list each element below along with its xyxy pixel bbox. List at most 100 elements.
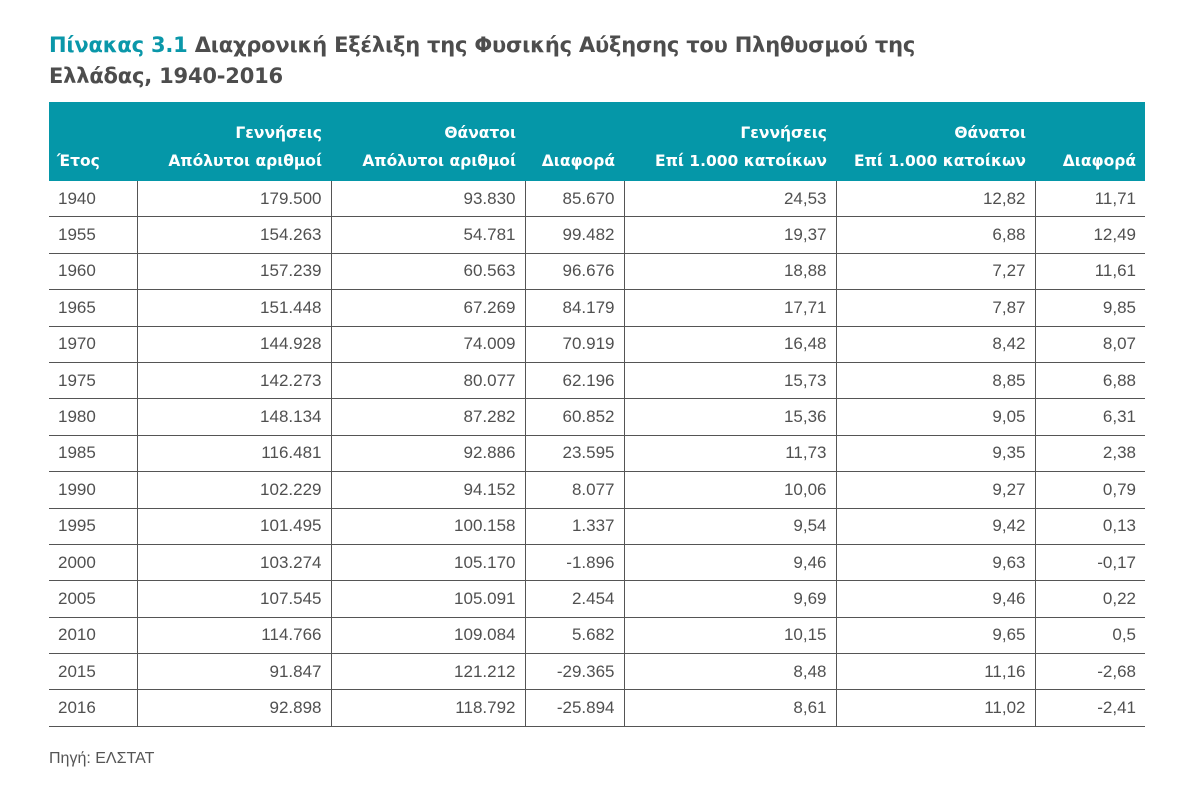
header-cell-births-per-1000: Επί 1.000 κατοίκων [624,144,836,181]
cell-difference-absolute: 85.670 [524,181,624,218]
cell-difference-absolute: 99.482 [524,216,624,254]
cell-year: 1980 [49,398,137,436]
cell-year: 2000 [49,544,137,582]
cell-difference-per-1000: 6,88 [1034,362,1145,400]
cell-births-per-1000: 19,37 [623,216,836,254]
cell-deaths-per-1000: 12,82 [835,181,1035,218]
table-row: 1955 154.263 54.781 99.482 19,37 6,88 12,49 [49,216,1145,254]
header-cell-deaths-rate: Θάνατοι [836,102,1035,144]
table-row: 2000 103.274 105.170 -1.896 9,46 9,63 -0,17 [49,544,1145,582]
table-row: 1980 148.134 87.282 60.852 15,36 9,05 6,31 [49,398,1145,436]
cell-births-absolute: 151.448 [136,289,331,327]
cell-difference-per-1000: 9,85 [1034,289,1145,327]
cell-difference-per-1000: 0,5 [1034,617,1145,655]
header-cell-deaths: Θάνατοι [331,102,525,144]
header-cell-births: Γεννήσεις [137,102,331,144]
cell-year: 2010 [49,617,137,655]
header-cell-year: Έτος [49,144,137,181]
cell-births-per-1000: 11,73 [623,435,836,473]
header-cell-difference-absolute: Διαφορά [525,144,624,181]
cell-year: 1975 [49,362,137,400]
cell-deaths-absolute: 109.084 [330,617,525,655]
cell-births-per-1000: 18,88 [623,253,836,291]
cell-difference-per-1000: 11,61 [1034,253,1145,291]
cell-difference-per-1000: 11,71 [1034,181,1145,218]
cell-deaths-absolute: 67.269 [330,289,525,327]
table-row: 1960 157.239 60.563 96.676 18,88 7,27 11,61 [49,253,1145,291]
header-cell-deaths-absolute: Απόλυτοι αριθμοί [331,144,525,181]
cell-year: 2005 [49,580,137,618]
cell-difference-absolute: 5.682 [524,617,624,655]
cell-births-per-1000: 9,54 [623,508,836,545]
cell-births-per-1000: 10,06 [623,471,836,509]
cell-year: 1970 [49,326,137,363]
cell-difference-per-1000: 12,49 [1034,216,1145,254]
cell-births-absolute: 148.134 [136,398,331,436]
header-cell [525,102,624,144]
cell-deaths-absolute: 54.781 [330,216,525,254]
cell-difference-per-1000: 8,07 [1034,326,1145,363]
cell-births-absolute: 91.847 [136,653,331,691]
cell-difference-absolute: 70.919 [524,326,624,363]
table-header: Γεννήσεις Θάνατοι Γεννήσεις Θάνατοι Έτος… [49,102,1145,181]
cell-difference-per-1000: -2,41 [1034,689,1145,727]
cell-deaths-absolute: 100.158 [330,508,525,545]
cell-deaths-absolute: 94.152 [330,471,525,509]
cell-deaths-per-1000: 9,05 [835,398,1035,436]
cell-deaths-absolute: 105.091 [330,580,525,618]
cell-deaths-absolute: 121.212 [330,653,525,691]
cell-deaths-per-1000: 8,85 [835,362,1035,400]
cell-year: 2015 [49,653,137,691]
cell-year: 1990 [49,471,137,509]
cell-deaths-per-1000: 11,02 [835,689,1035,727]
header-cell-difference-per-1000: Διαφορά [1035,144,1145,181]
cell-difference-per-1000: 0,13 [1034,508,1145,545]
cell-year: 1955 [49,216,137,254]
cell-deaths-per-1000: 9,63 [835,544,1035,582]
cell-births-per-1000: 9,46 [623,544,836,582]
cell-deaths-per-1000: 9,46 [835,580,1035,618]
cell-difference-absolute: 60.852 [524,398,624,436]
table-number-label: Πίνακας 3.1 [49,33,188,57]
cell-difference-absolute: 96.676 [524,253,624,291]
cell-births-absolute: 144.928 [136,326,331,363]
cell-deaths-absolute: 92.886 [330,435,525,473]
cell-births-per-1000: 16,48 [623,326,836,363]
cell-deaths-per-1000: 8,42 [835,326,1035,363]
cell-births-absolute: 107.545 [136,580,331,618]
table-title: Πίνακας 3.1 Διαχρονική Εξέλιξη της Φυσικ… [49,30,949,92]
cell-deaths-per-1000: 7,87 [835,289,1035,327]
cell-births-absolute: 116.481 [136,435,331,473]
cell-births-absolute: 154.263 [136,216,331,254]
cell-deaths-per-1000: 9,35 [835,435,1035,473]
cell-difference-absolute: 1.337 [524,508,624,545]
cell-deaths-absolute: 74.009 [330,326,525,363]
cell-births-absolute: 101.495 [136,508,331,545]
cell-births-per-1000: 10,15 [623,617,836,655]
cell-births-absolute: 142.273 [136,362,331,400]
cell-year: 1965 [49,289,137,327]
cell-difference-absolute: -29.365 [524,653,624,691]
cell-births-per-1000: 15,36 [623,398,836,436]
cell-deaths-per-1000: 7,27 [835,253,1035,291]
cell-births-per-1000: 8,61 [623,689,836,727]
population-growth-table: Γεννήσεις Θάνατοι Γεννήσεις Θάνατοι Έτος… [49,102,1145,727]
table-row: 1965 151.448 67.269 84.179 17,71 7,87 9,85 [49,289,1145,327]
header-row-columns: Έτος Απόλυτοι αριθμοί Απόλυτοι αριθμοί Δ… [49,144,1145,181]
table-body: 1940 179.500 93.830 85.670 24,53 12,82 11,71 19… [49,181,1145,727]
cell-difference-absolute: -25.894 [524,689,624,727]
table-row: 1995 101.495 100.158 1.337 9,54 9,42 0,13 [49,508,1145,545]
cell-year: 2016 [49,689,137,727]
header-cell [49,102,137,144]
cell-births-absolute: 102.229 [136,471,331,509]
cell-births-absolute: 103.274 [136,544,331,582]
cell-year: 1995 [49,508,137,545]
cell-deaths-absolute: 105.170 [330,544,525,582]
cell-deaths-absolute: 87.282 [330,398,525,436]
cell-difference-per-1000: 0,79 [1034,471,1145,509]
cell-deaths-per-1000: 9,27 [835,471,1035,509]
cell-difference-absolute: 62.196 [524,362,624,400]
cell-difference-per-1000: -0,17 [1034,544,1145,582]
cell-difference-absolute: 2.454 [524,580,624,618]
cell-deaths-absolute: 93.830 [330,181,525,218]
